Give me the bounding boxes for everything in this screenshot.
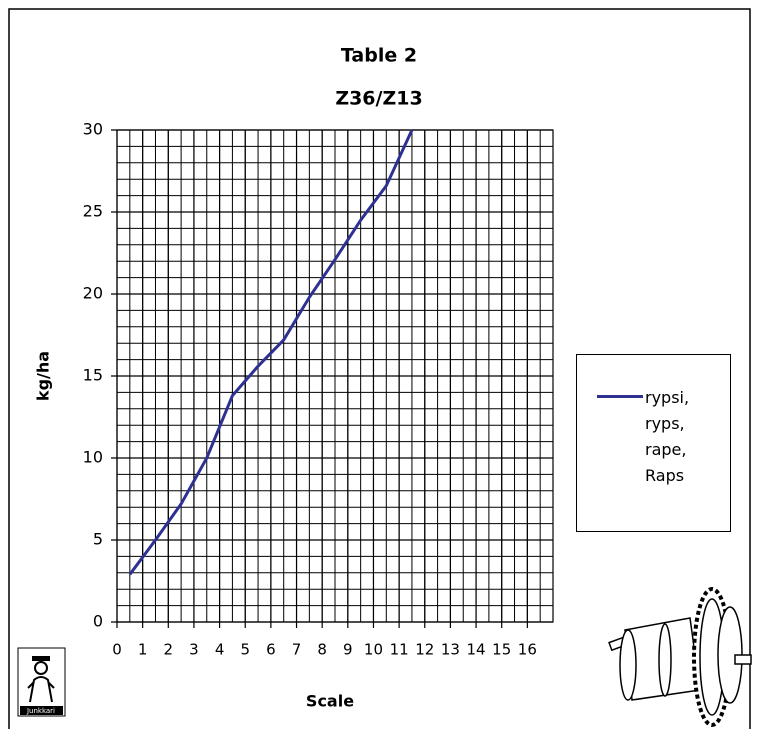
y-tick-label: 5 — [93, 530, 103, 549]
y-tick-label: 30 — [83, 120, 103, 139]
x-tick-label: 0 — [112, 641, 122, 659]
x-tick-label: 10 — [364, 641, 383, 659]
part-drawing — [608, 587, 752, 727]
x-tick-label: 7 — [292, 641, 302, 659]
x-tick-label: 12 — [415, 641, 434, 659]
y-tick-label: 10 — [83, 448, 103, 467]
y-tick-label: 20 — [83, 284, 103, 303]
y-tick-label: 0 — [93, 612, 103, 631]
x-tick-label: 3 — [189, 641, 199, 659]
x-tick-label: 14 — [467, 641, 486, 659]
legend: rypsi, ryps, rape, Raps — [576, 354, 731, 532]
y-tick-label: 15 — [83, 366, 103, 385]
data-line — [128, 129, 414, 576]
x-tick-label: 6 — [266, 641, 276, 659]
logo-text: Junkkari — [26, 707, 55, 715]
plot-border — [116, 129, 554, 623]
x-tick-label: 5 — [240, 641, 250, 659]
x-axis-label: Scale — [306, 692, 354, 711]
legend-swatch — [597, 395, 643, 398]
x-tick-label: 8 — [317, 641, 327, 659]
chart-subtitle: Z36/Z13 — [335, 88, 422, 110]
logo: Junkkari — [17, 647, 66, 717]
x-tick-label: 2 — [164, 641, 174, 659]
x-tick-label: 1 — [138, 641, 148, 659]
chart-title: Table 2 — [341, 45, 417, 67]
x-tick-label: 11 — [390, 641, 409, 659]
x-tick-label: 15 — [492, 641, 511, 659]
y-tick-label: 25 — [83, 202, 103, 221]
y-axis-label: kg/ha — [34, 351, 53, 401]
frame — [8, 8, 751, 729]
x-tick-label: 9 — [343, 641, 353, 659]
x-tick-label: 4 — [215, 641, 225, 659]
x-tick-label: 16 — [518, 641, 537, 659]
x-tick-label: 13 — [441, 641, 460, 659]
legend-label: rypsi, ryps, rape, Raps — [645, 388, 690, 485]
